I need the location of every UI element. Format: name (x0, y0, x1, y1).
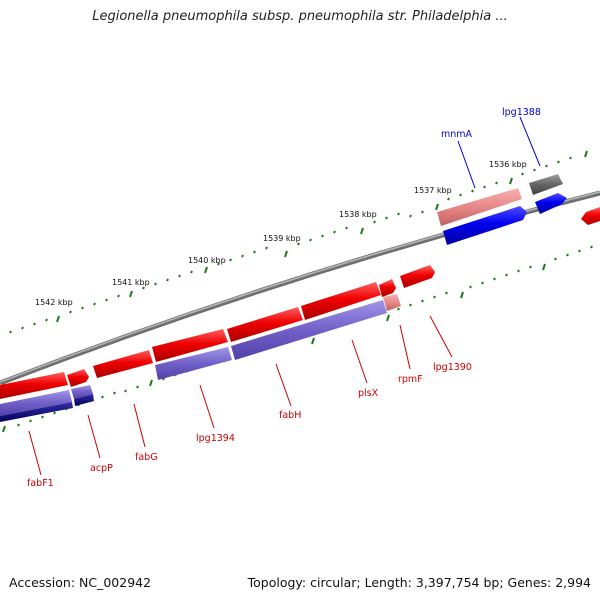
outer-tick-ring (9, 150, 588, 334)
gene-arrow-fabG[interactable] (93, 350, 153, 378)
position-label-1537: 1537 kbp (414, 186, 452, 195)
gene-label-lpg1390[interactable]: lpg1390 (433, 362, 472, 373)
position-label-1540: 1540 kbp (188, 256, 226, 265)
gene-arrow-acpP[interactable] (67, 369, 89, 387)
callout-line-fabH (275, 363, 292, 407)
gene-arrow-fabF1[interactable] (0, 372, 68, 399)
position-label-1539: 1539 kbp (263, 234, 301, 243)
gene-label-lpg1394[interactable]: lpg1394 (196, 433, 235, 444)
position-label-1538: 1538 kbp (339, 210, 377, 219)
gene-label-fabH[interactable]: fabH (279, 410, 301, 421)
gene-arrow-mnmA-pink[interactable] (437, 188, 522, 226)
map-title: Legionella pneumophila subsp. pneumophil… (92, 9, 508, 24)
gene-label-acpP[interactable]: acpP (90, 463, 113, 474)
gene-label-fabF1[interactable]: fabF1 (27, 478, 54, 489)
gene-arrow-offscreen[interactable] (581, 207, 600, 225)
position-label-1536: 1536 kbp (489, 160, 527, 169)
callout-line-lpg1388 (519, 116, 541, 167)
gene-label-fabG[interactable]: fabG (135, 452, 158, 463)
callout-line-fabF1 (28, 430, 42, 476)
feature-lpg1394-purple[interactable] (155, 347, 232, 380)
feature-acpP-navy[interactable] (74, 394, 94, 406)
gene-label-plsX[interactable]: plsX (358, 388, 379, 399)
gene-arrow-lpg1394[interactable] (152, 329, 228, 362)
callout-line-fabG (133, 403, 146, 448)
callout-line-rpmF (399, 324, 411, 370)
callout-line-acpP (87, 414, 101, 459)
feature-fabF1-purple[interactable] (0, 390, 72, 416)
feature-fabF1-navy[interactable] (0, 402, 73, 422)
position-label-1541: 1541 kbp (112, 278, 150, 287)
gene-label-mnmA[interactable]: mnmA (441, 129, 473, 140)
gene-arrow-lpg1388-blue[interactable] (535, 193, 567, 214)
feature-rpmF-pink[interactable] (383, 294, 401, 311)
feature-acpP-purple[interactable] (71, 385, 93, 399)
position-label-1542: 1542 kbp (35, 298, 73, 307)
feature-plsX-fabH-purple[interactable] (231, 300, 387, 360)
callout-line-plsX (351, 339, 368, 384)
genome-summary: Topology: circular; Length: 3,397,754 bp… (247, 575, 591, 590)
gene-arrow-mnmA-blue[interactable] (443, 206, 527, 245)
gene-arrow-rpmF[interactable] (379, 279, 396, 297)
gene-arrow-plsX[interactable] (301, 282, 381, 320)
gene-label-rpmF[interactable]: rpmF (398, 374, 423, 385)
gene-arrow-lpg1388-gray[interactable] (529, 174, 563, 195)
gene-label-lpg1388[interactable]: lpg1388 (502, 107, 541, 118)
accession-label: Accession: NC_002942 (9, 575, 152, 590)
callout-line-mnmA (457, 140, 476, 189)
gene-arrow-lpg1390[interactable] (400, 265, 435, 288)
gene-arrow-fabH[interactable] (227, 307, 303, 342)
callout-line-lpg1390 (429, 315, 453, 358)
callout-line-lpg1394 (199, 384, 215, 429)
